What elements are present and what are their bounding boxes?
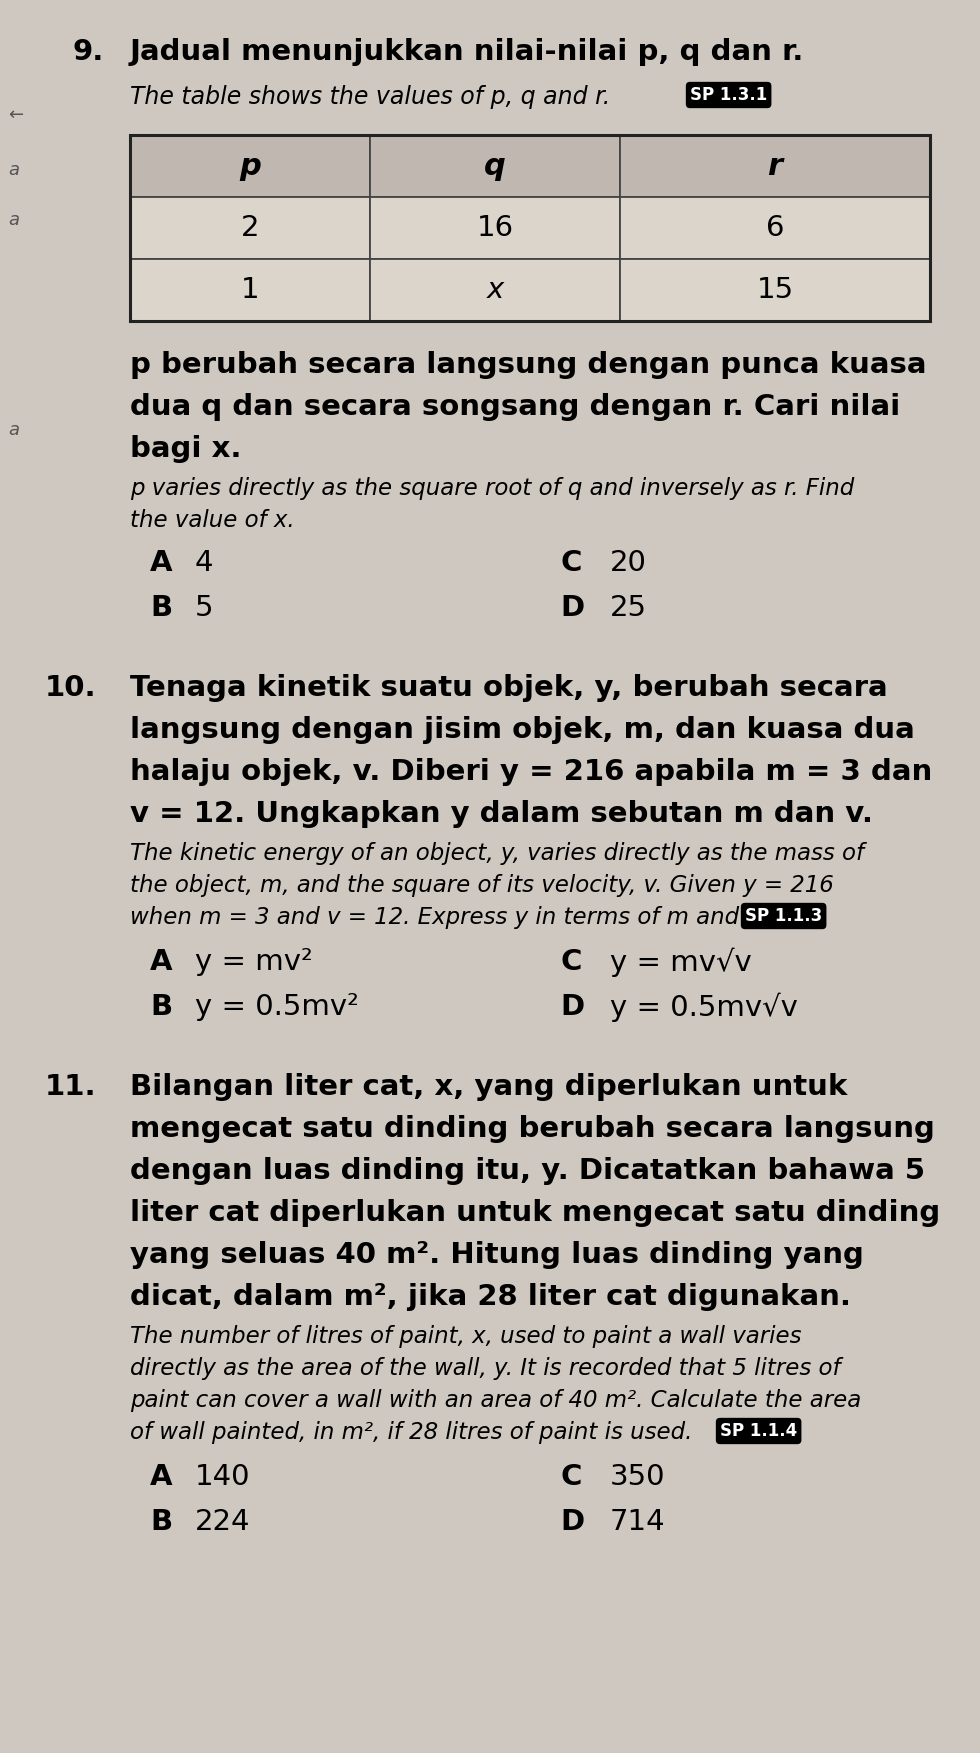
Text: q: q xyxy=(484,151,506,181)
Text: a: a xyxy=(8,421,19,438)
Text: a: a xyxy=(8,210,19,230)
Text: 10.: 10. xyxy=(45,673,97,701)
Text: The kinetic energy of an object, y, varies directly as the mass of: The kinetic energy of an object, y, vari… xyxy=(130,841,864,864)
Text: 714: 714 xyxy=(610,1508,665,1536)
Text: 11.: 11. xyxy=(45,1073,97,1101)
Text: ←: ← xyxy=(8,105,24,124)
Text: SP 1.1.3: SP 1.1.3 xyxy=(745,906,822,926)
Text: Bilangan liter cat, x, yang diperlukan untuk: Bilangan liter cat, x, yang diperlukan u… xyxy=(130,1073,848,1101)
Text: p berubah secara langsung dengan punca kuasa: p berubah secara langsung dengan punca k… xyxy=(130,351,926,379)
Text: p varies directly as the square root of q and inversely as r. Find: p varies directly as the square root of … xyxy=(130,477,855,500)
Text: x: x xyxy=(486,275,504,303)
Text: D: D xyxy=(560,992,584,1020)
Text: y = 0.5mv√v: y = 0.5mv√v xyxy=(610,992,798,1022)
Text: B: B xyxy=(150,992,172,1020)
Text: paint can cover a wall with an area of 40 m². Calculate the area: paint can cover a wall with an area of 4… xyxy=(130,1388,861,1411)
Text: The number of litres of paint, x, used to paint a wall varies: The number of litres of paint, x, used t… xyxy=(130,1325,802,1348)
Text: 140: 140 xyxy=(195,1464,251,1492)
Text: B: B xyxy=(150,1508,172,1536)
Text: 4: 4 xyxy=(195,549,214,577)
Text: yang seluas 40 m². Hitung luas dinding yang: yang seluas 40 m². Hitung luas dinding y… xyxy=(130,1241,864,1269)
Text: bagi x.: bagi x. xyxy=(130,435,241,463)
Text: p: p xyxy=(239,151,261,181)
Text: 1: 1 xyxy=(241,275,260,303)
Text: halaju objek, v. Diberi y = 216 apabila m = 3 dan: halaju objek, v. Diberi y = 216 apabila … xyxy=(130,757,932,785)
Text: directly as the area of the wall, y. It is recorded that 5 litres of: directly as the area of the wall, y. It … xyxy=(130,1357,841,1380)
Text: langsung dengan jisim objek, m, dan kuasa dua: langsung dengan jisim objek, m, dan kuas… xyxy=(130,715,914,743)
Text: C: C xyxy=(560,549,581,577)
Text: y = 0.5mv²: y = 0.5mv² xyxy=(195,992,359,1020)
Text: 224: 224 xyxy=(195,1508,251,1536)
Text: 25: 25 xyxy=(610,594,647,622)
Bar xyxy=(620,259,930,321)
Text: dengan luas dinding itu, y. Dicatatkan bahawa 5: dengan luas dinding itu, y. Dicatatkan b… xyxy=(130,1157,925,1185)
Text: 6: 6 xyxy=(765,214,784,242)
Text: A: A xyxy=(150,549,172,577)
Bar xyxy=(370,196,620,259)
Text: C: C xyxy=(560,948,581,976)
Text: 5: 5 xyxy=(195,594,214,622)
Text: D: D xyxy=(560,594,584,622)
Text: y = mv²: y = mv² xyxy=(195,948,313,976)
Text: C: C xyxy=(560,1464,581,1492)
Bar xyxy=(370,259,620,321)
Bar xyxy=(130,259,370,321)
Text: SP 1.3.1: SP 1.3.1 xyxy=(690,86,767,103)
Bar xyxy=(620,196,930,259)
Text: Tenaga kinetik suatu objek, y, berubah secara: Tenaga kinetik suatu objek, y, berubah s… xyxy=(130,673,888,701)
Text: a: a xyxy=(8,161,19,179)
Text: liter cat diperlukan untuk mengecat satu dinding: liter cat diperlukan untuk mengecat satu… xyxy=(130,1199,940,1227)
Text: y = mv√v: y = mv√v xyxy=(610,948,752,978)
Text: mengecat satu dinding berubah secara langsung: mengecat satu dinding berubah secara lan… xyxy=(130,1115,935,1143)
Text: SP 1.1.4: SP 1.1.4 xyxy=(720,1422,798,1439)
Text: the value of x.: the value of x. xyxy=(130,508,295,531)
Text: 2: 2 xyxy=(241,214,260,242)
Text: the object, m, and the square of its velocity, v. Given y = 216: the object, m, and the square of its vel… xyxy=(130,875,834,898)
Text: 350: 350 xyxy=(610,1464,665,1492)
Text: The table shows the values of p, q and r.: The table shows the values of p, q and r… xyxy=(130,84,611,109)
Text: r: r xyxy=(767,151,782,181)
Text: A: A xyxy=(150,1464,172,1492)
Bar xyxy=(130,135,370,196)
Text: 16: 16 xyxy=(476,214,514,242)
Text: 15: 15 xyxy=(757,275,794,303)
Text: B: B xyxy=(150,594,172,622)
Text: Jadual menunjukkan nilai-nilai p, q dan r.: Jadual menunjukkan nilai-nilai p, q dan … xyxy=(130,39,805,67)
Text: v = 12. Ungkapkan y dalam sebutan m dan v.: v = 12. Ungkapkan y dalam sebutan m dan … xyxy=(130,799,873,827)
Text: of wall painted, in m², if 28 litres of paint is used.: of wall painted, in m², if 28 litres of … xyxy=(130,1422,693,1444)
Text: dicat, dalam m², jika 28 liter cat digunakan.: dicat, dalam m², jika 28 liter cat digun… xyxy=(130,1283,851,1311)
Text: D: D xyxy=(560,1508,584,1536)
Bar xyxy=(620,135,930,196)
Text: 20: 20 xyxy=(610,549,647,577)
Text: 9.: 9. xyxy=(72,39,103,67)
Text: when m = 3 and v = 12. Express y in terms of m and v.: when m = 3 and v = 12. Express y in term… xyxy=(130,906,765,929)
Bar xyxy=(370,135,620,196)
Text: A: A xyxy=(150,948,172,976)
Bar xyxy=(130,135,930,321)
Bar xyxy=(130,196,370,259)
Text: dua q dan secara songsang dengan r. Cari nilai: dua q dan secara songsang dengan r. Cari… xyxy=(130,393,901,421)
